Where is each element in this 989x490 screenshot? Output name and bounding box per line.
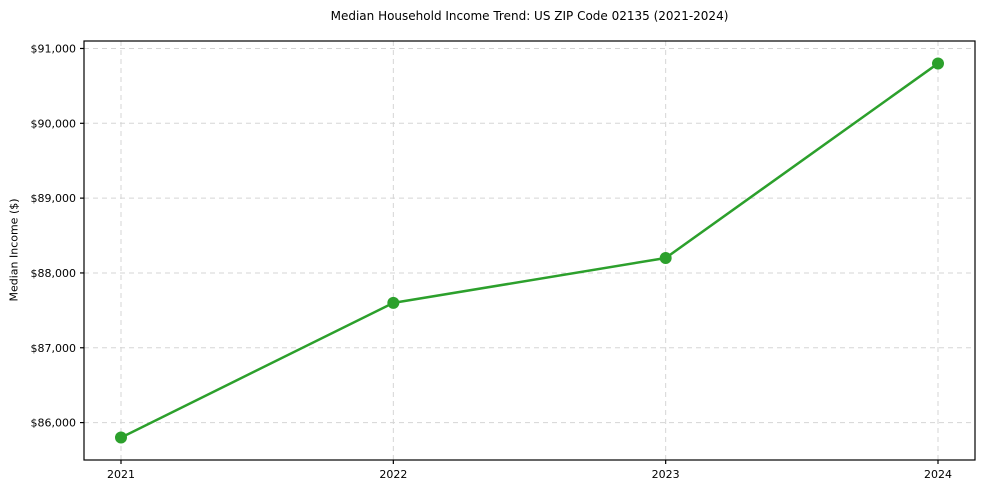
y-tick-label: $90,000: [31, 117, 77, 130]
trend-line: [119, 62, 940, 439]
plot-border: [83, 40, 976, 461]
data-point-marker: [115, 431, 127, 444]
data-point-marker: [659, 251, 672, 264]
y-tick-label: $91,000: [31, 42, 77, 55]
y-tick-label: $88,000: [31, 267, 77, 280]
x-tick-label: 2021: [107, 468, 135, 481]
x-tick-label: 2022: [379, 468, 407, 481]
chart-title: Median Household Income Trend: US ZIP Co…: [330, 9, 729, 23]
y-axis-label: Median Income ($): [7, 198, 21, 302]
data-point-marker: [932, 57, 944, 70]
y-tick-label: $89,000: [31, 192, 77, 205]
y-tick-label: $87,000: [31, 342, 77, 355]
data-point-marker: [387, 296, 400, 309]
y-tick-label: $86,000: [31, 417, 77, 430]
x-tick-label: 2023: [652, 468, 680, 481]
x-tick-label: 2024: [924, 468, 952, 481]
